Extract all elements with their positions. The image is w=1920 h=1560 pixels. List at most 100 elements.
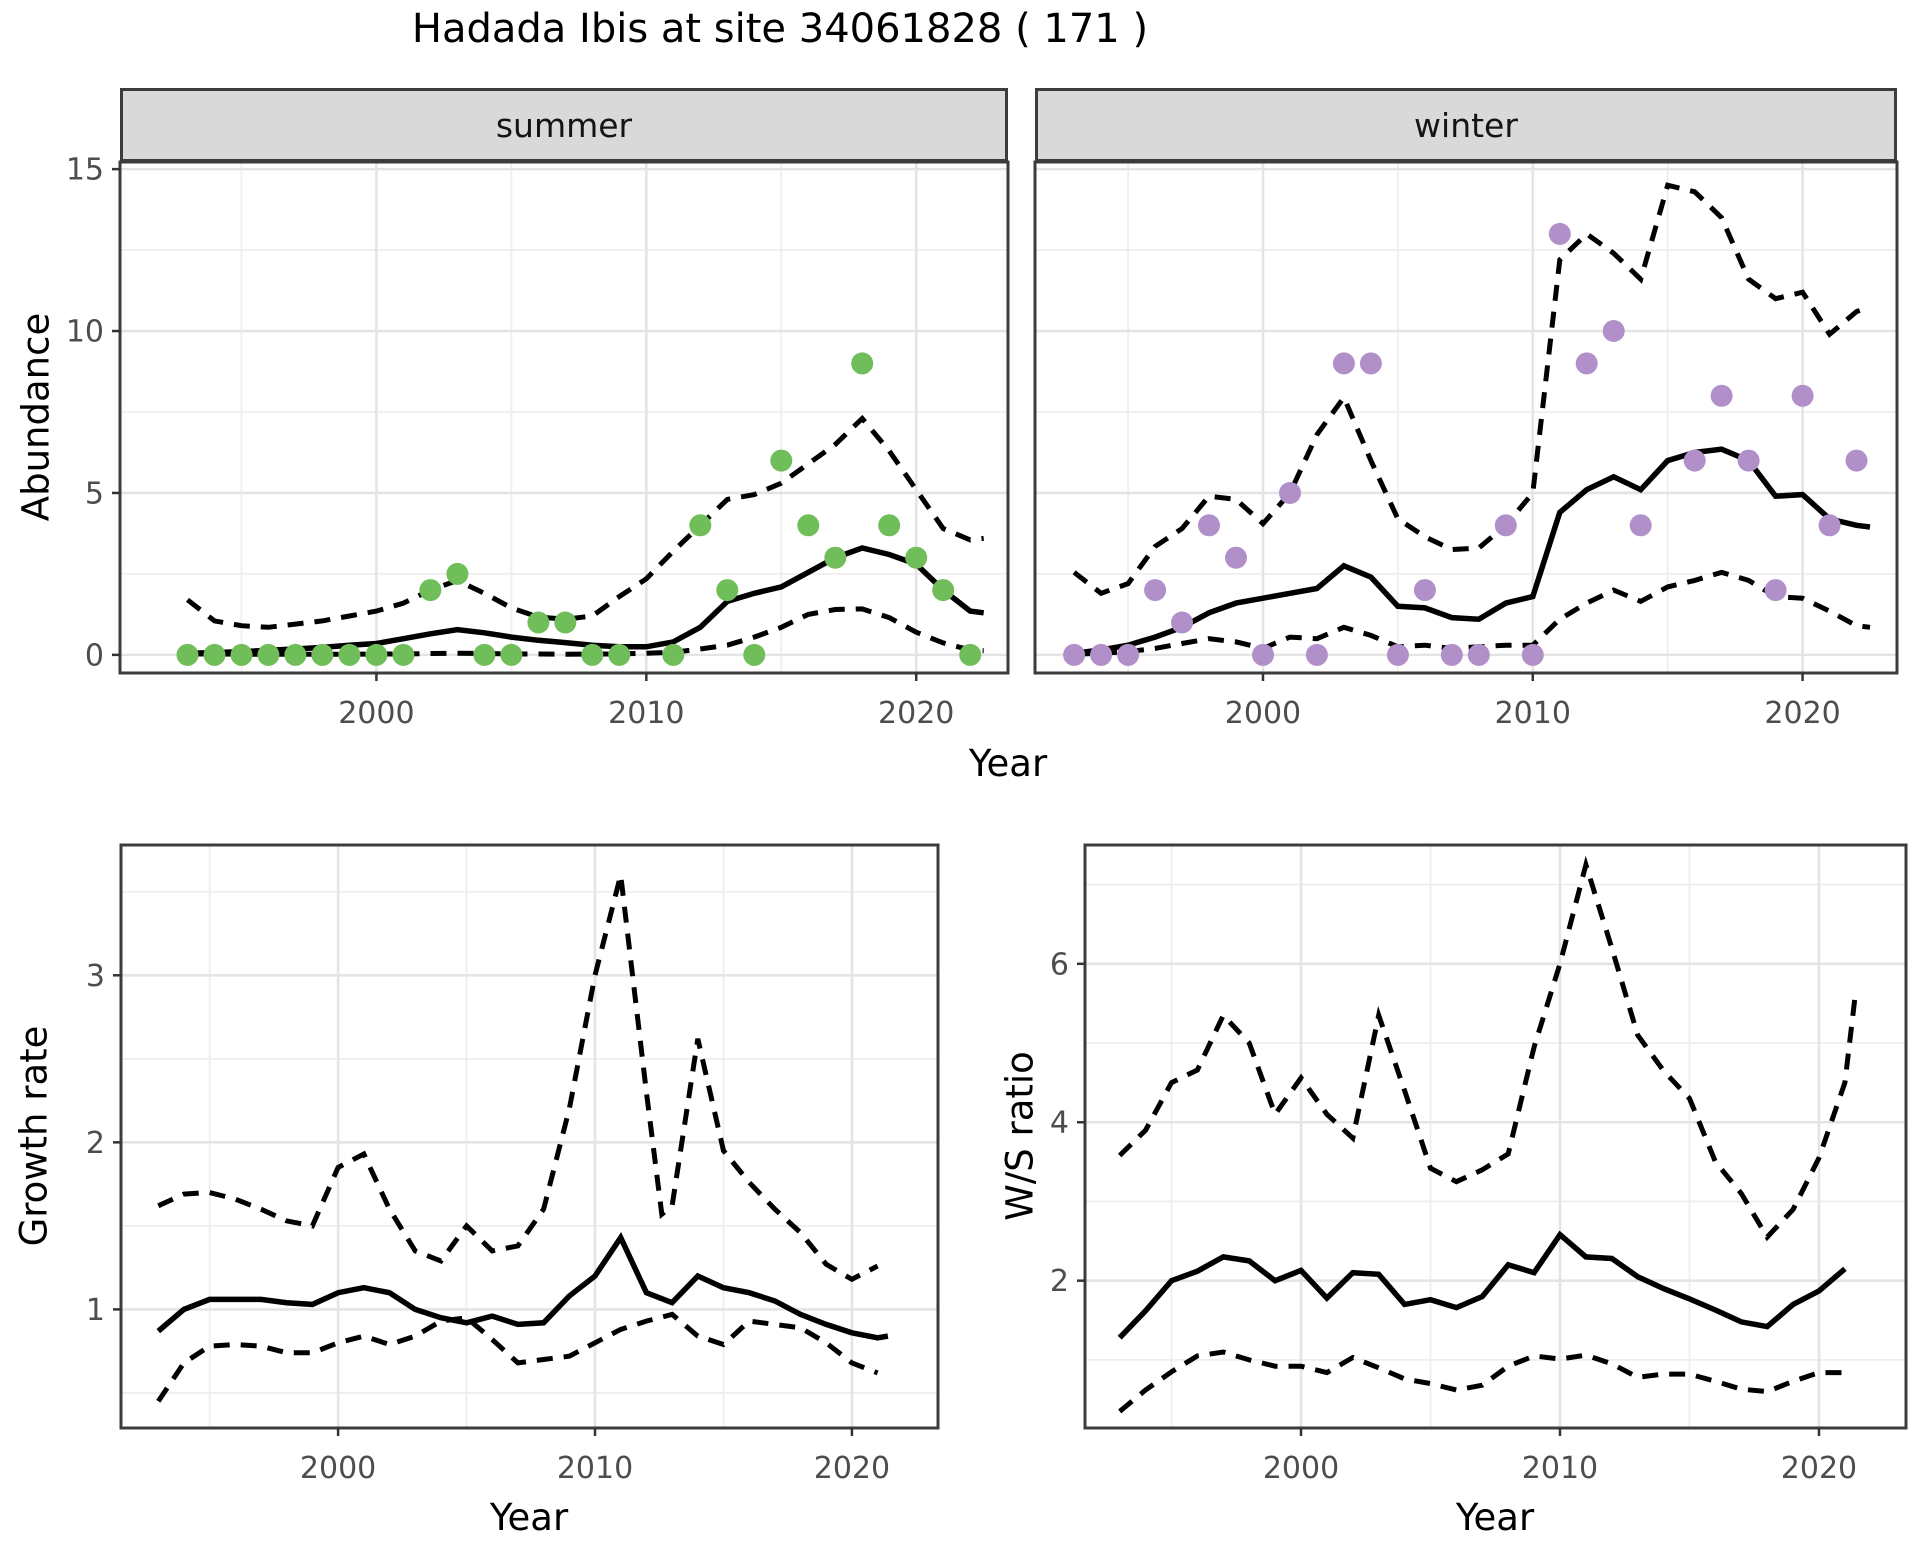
y-axis-title-ws-ratio: W/S ratio xyxy=(998,1051,1042,1221)
x-axis-tick-label: 2010 xyxy=(1495,696,1571,731)
y-axis-tick-label: 6 xyxy=(1050,947,1069,982)
panel-abundance-winter: 2000 2010 2020 xyxy=(1033,160,1899,731)
data-point xyxy=(1575,352,1598,375)
panel-background xyxy=(121,845,938,1428)
panel-ws-ratio: 2000 2010 2020 2 4 6 xyxy=(1050,843,1908,1486)
facet-strip-winter-label: winter xyxy=(1414,105,1518,145)
panel-background xyxy=(120,162,1008,673)
y-axis-tick-label: 3 xyxy=(86,959,105,994)
x-axis-tick-label: 2000 xyxy=(300,1451,376,1486)
data-point xyxy=(1494,514,1517,537)
data-point xyxy=(770,449,793,472)
data-point xyxy=(1548,222,1571,245)
data-point xyxy=(662,643,685,666)
x-axis-title-year-ws: Year xyxy=(1455,1496,1535,1539)
y-axis-tick-label: 1 xyxy=(86,1293,105,1328)
data-point xyxy=(446,562,469,585)
x-axis-tick-label: 2010 xyxy=(608,696,684,731)
data-point xyxy=(905,546,928,569)
data-point xyxy=(743,643,766,666)
x-axis-tick-label: 2000 xyxy=(1225,696,1301,731)
data-point xyxy=(338,643,361,666)
x-axis-tick-label: 2000 xyxy=(338,696,414,731)
data-point xyxy=(554,611,577,634)
x-axis-tick-label: 2020 xyxy=(878,696,954,731)
y-axis-tick-label: 5 xyxy=(85,476,104,511)
data-point xyxy=(230,643,253,666)
chart-title: Hadada Ibis at site 34061828 ( 171 ) xyxy=(411,6,1149,52)
data-point xyxy=(689,514,712,537)
data-point xyxy=(1386,643,1409,666)
data-point xyxy=(1332,352,1355,375)
panel-border xyxy=(118,160,1010,675)
data-point xyxy=(1683,449,1706,472)
ci-upper-line xyxy=(185,414,984,630)
data-point xyxy=(1791,384,1814,407)
data-point xyxy=(1063,643,1086,666)
y-axis-tick-label: 2 xyxy=(86,1126,105,1161)
facet-strip-summer-label: summer xyxy=(495,105,633,145)
data-point xyxy=(716,579,739,602)
y-axis-title-growth-rate: Growth rate xyxy=(12,1025,56,1247)
facet-strip-winter: winter xyxy=(1035,88,1897,162)
panel-border xyxy=(1033,160,1899,675)
panel-border xyxy=(119,843,940,1430)
y-axis-title-abundance: Abundance xyxy=(14,312,58,522)
x-axis-title-year-top: Year xyxy=(968,742,1048,785)
data-point xyxy=(1818,514,1841,537)
data-point xyxy=(608,643,631,666)
data-point xyxy=(878,514,901,537)
data-point xyxy=(797,514,820,537)
x-axis-tick-label: 2010 xyxy=(557,1451,633,1486)
data-point xyxy=(1305,643,1328,666)
x-axis-tick-label: 2010 xyxy=(1522,1451,1598,1486)
x-axis-title-year-growth: Year xyxy=(489,1496,569,1539)
data-point xyxy=(1440,643,1463,666)
data-point xyxy=(257,643,280,666)
data-point xyxy=(1144,579,1167,602)
facet-strip-summer: summer xyxy=(120,88,1008,162)
fit-line xyxy=(1117,1230,1847,1340)
data-point xyxy=(392,643,415,666)
data-point xyxy=(473,643,496,666)
data-point xyxy=(1521,643,1544,666)
panel-background xyxy=(1035,162,1897,673)
ci-upper-line xyxy=(1117,855,1858,1242)
data-point xyxy=(1225,546,1247,569)
data-point xyxy=(1467,643,1490,666)
panel-growth-rate: 2000 2010 2020 1 2 3 xyxy=(86,843,940,1486)
y-axis-tick-label: 2 xyxy=(1050,1264,1069,1299)
data-point xyxy=(1413,579,1436,602)
data-point xyxy=(1171,611,1193,634)
data-point xyxy=(311,643,334,666)
x-axis-tick-label: 2000 xyxy=(1263,1451,1339,1486)
ci-lower-line xyxy=(156,1311,879,1403)
y-axis-tick-label: 4 xyxy=(1050,1106,1069,1141)
data-point xyxy=(1602,320,1625,342)
x-axis-tick-label: 2020 xyxy=(1781,1451,1857,1486)
data-point xyxy=(1252,643,1274,666)
panel-border xyxy=(1083,843,1908,1430)
data-point xyxy=(527,611,550,634)
panel-abundance-summer: 2000 2010 2020 0 5 10 15 xyxy=(66,153,1010,731)
data-point xyxy=(1090,643,1113,666)
data-point xyxy=(176,643,199,666)
y-axis-tick-label: 0 xyxy=(85,638,104,673)
data-point xyxy=(1117,643,1140,666)
data-point xyxy=(932,579,955,602)
fit-line xyxy=(156,1232,889,1341)
data-point xyxy=(203,643,226,666)
data-point xyxy=(419,579,442,602)
ci-lower-line xyxy=(1118,1349,1845,1414)
y-axis-tick-label: 10 xyxy=(66,315,104,350)
panel-background xyxy=(1085,845,1906,1428)
data-point xyxy=(284,643,307,666)
data-point xyxy=(851,352,874,375)
x-axis-tick-label: 2020 xyxy=(814,1451,890,1486)
data-point xyxy=(959,643,982,666)
data-point xyxy=(824,546,847,569)
data-point xyxy=(365,643,388,666)
x-axis-tick-label: 2020 xyxy=(1764,696,1840,731)
y-axis-tick-label: 15 xyxy=(66,153,104,188)
data-point xyxy=(1737,449,1760,472)
